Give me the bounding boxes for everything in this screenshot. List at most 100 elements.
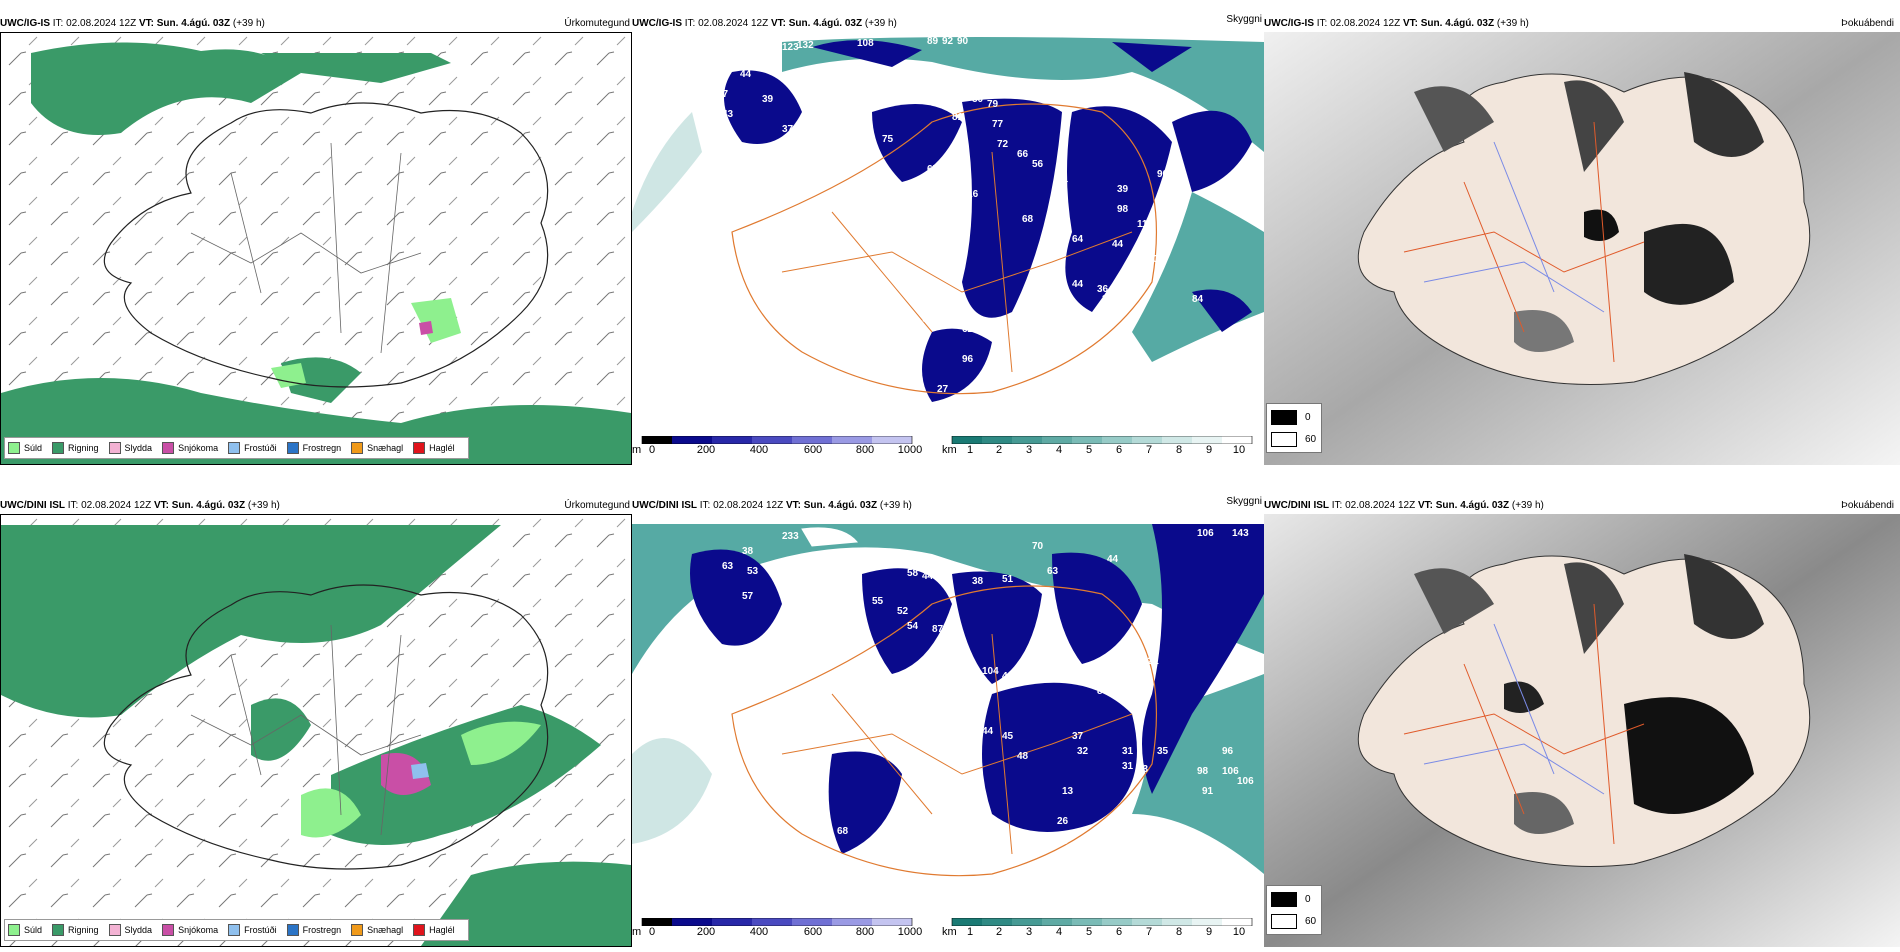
cloud-base-label: 56 bbox=[1032, 159, 1044, 170]
cloud-base-label: 42 bbox=[967, 711, 979, 722]
colorbar-tick: 1000 bbox=[897, 926, 923, 938]
cloud-base-label: 30 bbox=[872, 274, 884, 285]
panel-header: UWC/IG-IS IT: 02.08.2024 12Z VT: Sun. 4.… bbox=[632, 14, 1264, 32]
cloud-base-label: 106 bbox=[1237, 776, 1254, 787]
cloud-base-label: 28 bbox=[827, 871, 839, 882]
vt-label: VT: bbox=[1402, 18, 1418, 29]
vis-colorbar-km: km 1 2 3 4 5 6 7 8 9 10 bbox=[942, 435, 1262, 463]
colorbar-tick: 5 bbox=[1085, 926, 1093, 938]
legend-item: Snjókoma bbox=[162, 924, 218, 936]
cloud-base-label: 233 bbox=[782, 531, 799, 542]
panel-title: Úrkomutegund bbox=[564, 500, 630, 511]
vt-value: Sun. 4.ágú. 03Z bbox=[788, 18, 863, 29]
rain-area bbox=[1, 525, 501, 718]
cloud-base-label: 104 bbox=[982, 666, 999, 677]
colorbar-tick: 8 bbox=[1175, 444, 1183, 456]
colorbar-tick: 10 bbox=[1232, 926, 1246, 938]
vt-value: Sun. 4.ágú. 03Z bbox=[1435, 500, 1510, 511]
cloud-base-label: 38 bbox=[877, 94, 889, 105]
cloud-base-label: 96 bbox=[1222, 746, 1234, 757]
cloud-base-label: 80 bbox=[972, 94, 984, 105]
colorbar-tick: 7 bbox=[1145, 926, 1153, 938]
rain-area bbox=[261, 53, 451, 83]
cloud-base-label: 58 bbox=[907, 568, 919, 579]
vt-value: Sun. 4.ágú. 03Z bbox=[803, 500, 878, 511]
panel-title: Skyggni bbox=[1226, 14, 1262, 25]
it-label: IT: bbox=[699, 500, 711, 511]
cloud-base-label: 63 bbox=[1047, 566, 1059, 577]
rain-area bbox=[421, 861, 631, 946]
model-name: UWC/DINI ISL bbox=[0, 500, 65, 511]
vis-colorbar-km-swatches bbox=[951, 435, 1253, 445]
legend-item: Súld bbox=[8, 924, 42, 936]
cloud-base-label: 39 bbox=[762, 94, 774, 105]
it-value: 02.08.2024 12Z bbox=[713, 500, 784, 511]
cloud-base-label: 75 bbox=[882, 134, 894, 145]
colorbar-unit: m bbox=[632, 926, 642, 938]
colorbar-tick: 3 bbox=[1025, 444, 1033, 456]
cloud-base-label: 84 bbox=[1192, 294, 1204, 305]
cloud-base-label: 72 bbox=[997, 139, 1009, 150]
panel-visibility-row2: UWC/DINI ISL IT: 02.08.2024 12Z VT: Sun.… bbox=[632, 496, 1264, 947]
cloud-base-label: 106 bbox=[1222, 766, 1239, 777]
vis-colorbar-m: m 0 200 400 600 800 1000 bbox=[632, 435, 932, 463]
model-name: UWC/IG-IS bbox=[1264, 18, 1314, 29]
cloud-base-label: 92 bbox=[942, 36, 954, 47]
ptype-map[interactable] bbox=[0, 514, 632, 947]
cloud-base-label: 66 bbox=[1017, 149, 1029, 160]
vt-value: Sun. 4.ágú. 03Z bbox=[156, 18, 231, 29]
fog-map-svg bbox=[1264, 32, 1900, 465]
cloud-base-label: 81 bbox=[952, 112, 964, 123]
colorbar-tick: 10 bbox=[1232, 444, 1246, 456]
panel-title: Skyggni bbox=[1226, 496, 1262, 507]
colorbar-tick: 800 bbox=[855, 444, 875, 456]
panel-fog-row2: UWC/DINI ISL IT: 02.08.2024 12Z VT: Sun.… bbox=[1264, 497, 1900, 947]
fog-map[interactable] bbox=[1264, 514, 1900, 947]
cloud-base-label: 39 bbox=[1117, 184, 1129, 195]
cloud-base-label: 68 bbox=[837, 826, 849, 837]
cloud-base-label: 54 bbox=[907, 621, 919, 632]
colorbar-tick: 6 bbox=[1115, 926, 1123, 938]
visibility-map[interactable]: 233 106 143 38 53 44 63 57 58 44 38 51 70 63 44 55 52 54 8… bbox=[632, 514, 1264, 947]
drizzle-area bbox=[461, 721, 541, 765]
vt-label: VT: bbox=[138, 18, 154, 29]
visibility-map[interactable]: 123 132 108 89 92 90 44 57 39 43 37 38 75 81 80 79 77 72 6… bbox=[632, 32, 1264, 465]
it-value: 02.08.2024 12Z bbox=[66, 18, 137, 29]
cloud-base-label: 98 bbox=[1197, 766, 1209, 777]
fog-legend-max: 60 bbox=[1305, 916, 1317, 927]
cloud-base-label: 18 bbox=[1057, 836, 1069, 847]
colorbar-tick: 7 bbox=[1145, 444, 1153, 456]
ptype-map-svg bbox=[1, 33, 631, 464]
legend-item: Snæhagl bbox=[351, 442, 403, 454]
iceland-outline bbox=[103, 584, 549, 870]
cloud-base-label: 13 bbox=[1062, 786, 1074, 797]
ptype-map[interactable] bbox=[0, 32, 632, 465]
fog-legend-min: 0 bbox=[1305, 894, 1311, 905]
fog-legend-max: 60 bbox=[1305, 434, 1317, 445]
vis-colorbar-m-swatches bbox=[641, 435, 913, 445]
model-name: UWC/IG-IS bbox=[0, 18, 50, 29]
cloud-base-label: 32 bbox=[1077, 746, 1089, 757]
it-label: IT: bbox=[1331, 500, 1343, 511]
fog-legend: 0 60 bbox=[1266, 403, 1322, 453]
vt-label: VT: bbox=[785, 500, 801, 511]
cloud-base-label: 51 bbox=[1002, 574, 1014, 585]
ptype-map-svg bbox=[1, 515, 631, 946]
cloud-base-label: 68 bbox=[1022, 214, 1034, 225]
cloud-base-label: 79 bbox=[987, 99, 999, 110]
it-label: IT: bbox=[67, 500, 79, 511]
cloud-base-label: 111 bbox=[1137, 219, 1153, 230]
cloud-base-label: 57 bbox=[742, 591, 754, 602]
lead-time: (+39 h) bbox=[879, 500, 912, 511]
it-value: 02.08.2024 12Z bbox=[1330, 18, 1401, 29]
colorbar-tick: 6 bbox=[1115, 444, 1123, 456]
legend-item: Frostregn bbox=[286, 442, 341, 454]
vis-colorbar-km-swatches bbox=[951, 917, 1253, 927]
legend-item: Rigning bbox=[52, 924, 99, 936]
snow-area bbox=[381, 753, 431, 795]
legend-item: Haglél bbox=[413, 924, 455, 936]
fog-map[interactable] bbox=[1264, 32, 1900, 465]
cloud-base-label: 65 bbox=[837, 731, 849, 742]
